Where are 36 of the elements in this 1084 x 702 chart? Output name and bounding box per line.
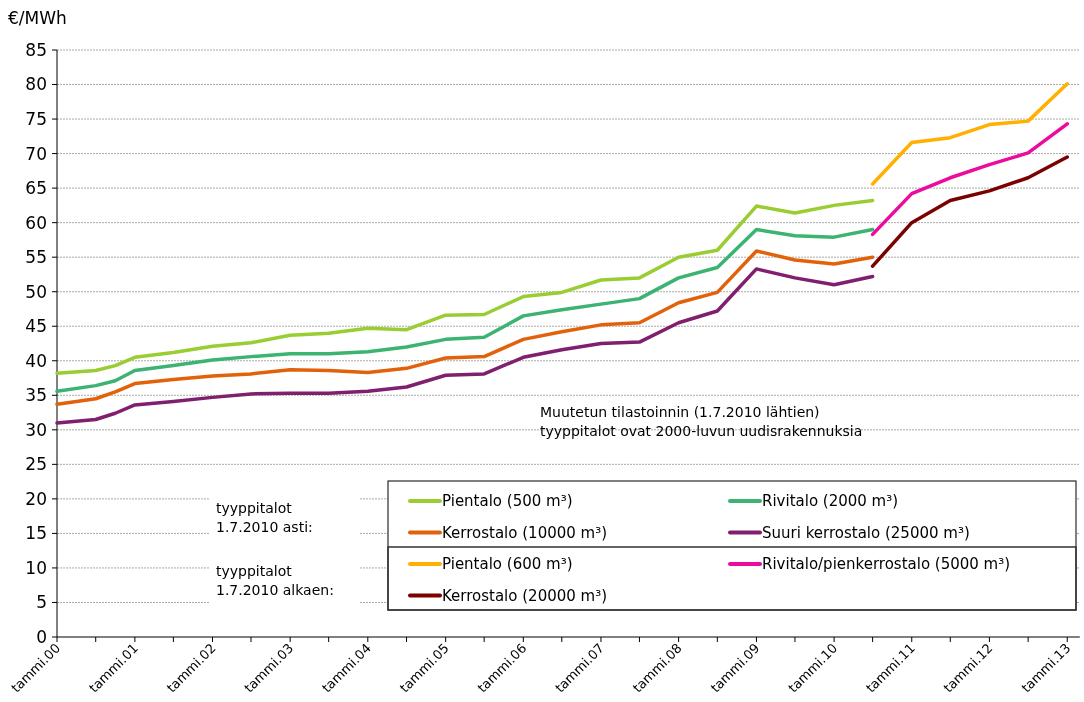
annotation: Muutetun tilastoinnin (1.7.2010 lähtien) tyyppitalot ovat 2000-luvun uudisrakennuksia [540, 404, 863, 439]
legend-label: Suuri kerrostalo (25000 m³) [762, 523, 970, 542]
annotation: tyyppitalot 1.7.2010 asti: [216, 500, 313, 535]
y-tick-label: 45 [25, 316, 47, 337]
y-tick-label: 25 [25, 454, 47, 475]
legend-label: Kerrostalo (20000 m³) [442, 586, 608, 605]
legend-label: Pientalo (500 m³) [442, 492, 573, 511]
y-tick-label: 85 [25, 39, 47, 60]
line-series [870, 155, 1070, 268]
y-tick-label: 20 [25, 488, 47, 509]
legend-label: Kerrostalo (10000 m³) [442, 523, 608, 542]
y-tick-label: 10 [25, 557, 47, 578]
y-tick-label: 75 [25, 109, 47, 130]
line-series [870, 122, 1070, 237]
legend-label: Rivitalo/pienkerrostalo (5000 m³) [762, 555, 1011, 574]
line-series [55, 249, 875, 407]
y-tick-label: 15 [25, 523, 47, 544]
y-tick-label: 40 [25, 350, 47, 371]
annotation: tyyppitalot 1.7.2010 alkaen: [216, 563, 334, 598]
y-axis-title: €/MWh [8, 8, 67, 28]
y-tick-label: 55 [25, 247, 47, 268]
line-series [870, 82, 1070, 186]
y-tick-label: 50 [25, 281, 47, 302]
y-tick-label: 0 [36, 626, 47, 647]
line-series [55, 198, 875, 375]
y-tick-label: 60 [25, 212, 47, 233]
y-tick-label: 5 [36, 592, 47, 613]
legend-label: Rivitalo (2000 m³) [762, 492, 899, 511]
line-series [55, 227, 875, 393]
y-tick-label: 80 [25, 74, 47, 95]
y-tick-label: 65 [25, 178, 47, 199]
y-tick-label: 70 [25, 143, 47, 164]
line-series [55, 267, 875, 425]
y-tick-label: 30 [25, 419, 47, 440]
y-tick-label: 35 [25, 385, 47, 406]
legend-label: Pientalo (600 m³) [442, 555, 573, 574]
